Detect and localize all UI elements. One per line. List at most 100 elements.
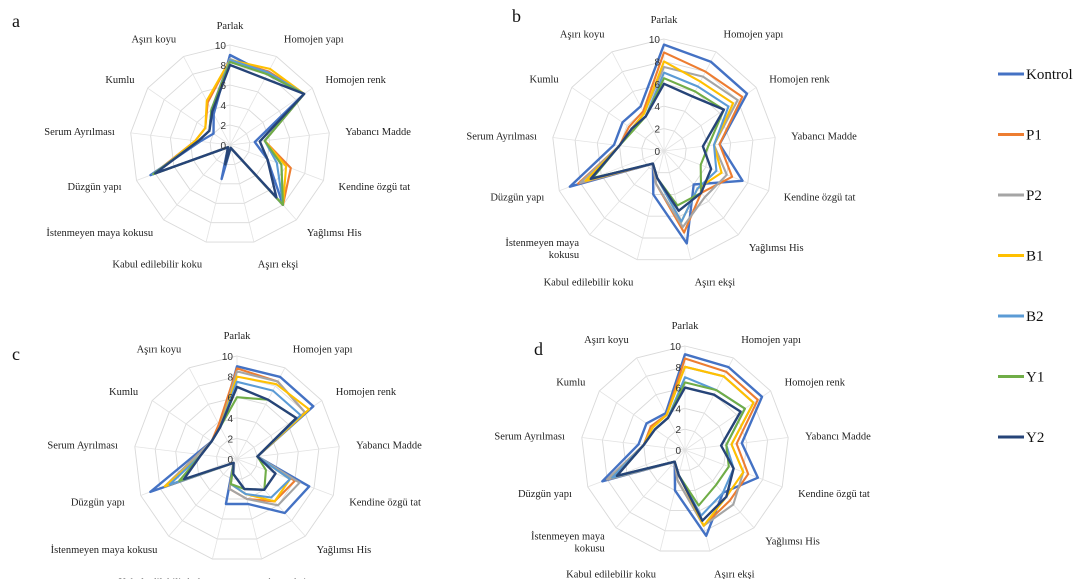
legend-label-kontrol: Kontrol — [1026, 67, 1073, 83]
axis-label: Parlak — [672, 321, 700, 332]
axis-label: Aşırı koyu — [131, 34, 176, 45]
radar-panel-d: d 0 2 4 6 8 10 Parlak Homojen yapı Homojen renk Ya… — [494, 321, 871, 579]
tick-label: 2 — [220, 121, 226, 132]
axis-label: Kumlu — [556, 377, 586, 388]
tick-label: 8 — [220, 61, 226, 72]
axis-label: Kumlu — [109, 387, 139, 398]
grid-spoke — [236, 446, 340, 460]
radar-panel-b: b 0 2 4 6 8 10 Parlak Homojen yapı Homojen renk Ya… — [466, 6, 857, 288]
tick-label: 10 — [222, 352, 234, 363]
axis-label: Yabancı Madde — [791, 132, 857, 143]
grid-spoke — [636, 357, 686, 451]
legend-label-b2: B2 — [1026, 309, 1044, 325]
panel-label: a — [12, 11, 20, 31]
grid-ring — [130, 44, 330, 243]
grid-spoke — [134, 446, 238, 460]
axis-label: Yabancı Madde — [356, 441, 422, 452]
axis-label: Kendine özgü tat — [784, 192, 856, 203]
axis-label: Homojen renk — [326, 75, 387, 86]
axis-label: Aşırı ekşi — [695, 277, 736, 288]
grid-spoke — [130, 132, 231, 146]
grid-spoke — [236, 458, 262, 560]
legend-label-p1: P1 — [1026, 128, 1042, 144]
radar-panel-c: c 0 2 4 6 8 10 Parlak Homojen yapı Homojen renk Ya… — [12, 331, 422, 579]
series-line-y2 — [182, 385, 298, 491]
tick-label: 8 — [654, 57, 660, 68]
axis-label: Yağlımsı His — [307, 228, 362, 239]
tick-label: 0 — [220, 141, 226, 152]
grid-spoke — [552, 137, 665, 152]
tick-label: 4 — [227, 414, 233, 425]
grid-spoke — [659, 449, 686, 552]
grid-spoke — [168, 458, 238, 537]
legend: Kontrol P1 P2 B1 B2 Y1 Y2 — [998, 67, 1073, 446]
axis-label: Parlak — [217, 21, 245, 32]
grid-spoke — [229, 144, 255, 243]
series-line-kontrol — [568, 43, 749, 245]
grid-ring — [622, 387, 748, 512]
grid-spoke — [663, 51, 717, 152]
axis-label: Aşırı koyu — [137, 345, 182, 356]
series-line-y2 — [153, 63, 306, 199]
series-line-y2 — [589, 82, 726, 213]
axis-label: Kendine özgü tat — [349, 498, 421, 509]
grid-ring — [552, 38, 776, 261]
tick-label: 2 — [227, 434, 233, 445]
tick-label: 0 — [227, 455, 233, 466]
grid-ring — [134, 355, 340, 560]
tick-label: 10 — [215, 41, 227, 52]
grid-ring — [154, 376, 320, 540]
axis-label: Homojen yapı — [284, 34, 344, 45]
axis-label: Serum Ayrılması — [466, 132, 537, 143]
grid-spoke — [147, 87, 231, 146]
axis-label: Yabancı Madde — [345, 127, 411, 138]
axis-label: Kendine özgü tat — [339, 182, 411, 193]
axis-label: Düzgün yapı — [490, 192, 544, 203]
axis-label: Aşırı ekşi — [258, 260, 299, 271]
axis-label: Aşırı koyu — [560, 30, 605, 41]
axis-label: Yağlımsı His — [765, 537, 820, 548]
axis-label: İstenmeyen maya kokusu — [505, 237, 580, 261]
grid-spoke — [188, 367, 238, 460]
axis-label: Kabul edilebilir koku — [566, 570, 657, 579]
axis-label: Kabul edilebilir koku — [118, 578, 209, 579]
tick-label: 8 — [227, 373, 233, 384]
axis-label: İstenmeyen maya kokusu — [531, 531, 606, 555]
tick-label: 0 — [675, 446, 681, 457]
grid-ring — [663, 428, 707, 471]
axis-label: Homojen yapı — [724, 30, 784, 41]
panel-label: d — [534, 339, 543, 359]
axis-label: Homojen renk — [336, 387, 397, 398]
axis-label: Kendine özgü tat — [798, 489, 870, 500]
tick-label: 8 — [675, 363, 681, 374]
axis-label: Homojen renk — [769, 74, 830, 85]
axis-label: Düzgün yapı — [68, 182, 122, 193]
legend-label-y1: Y1 — [1026, 370, 1044, 386]
radar-panel-a: a 0 2 4 6 8 10 Parlak Homojen yapı Homojen renk Ya… — [12, 11, 411, 271]
axis-label: Düzgün yapı — [71, 498, 125, 509]
tick-label: 2 — [675, 425, 681, 436]
axis-label: İstenmeyen maya kokusu — [46, 227, 153, 239]
grid-spoke — [684, 449, 755, 529]
legend-label-p2: P2 — [1026, 188, 1042, 204]
panel-label: b — [512, 6, 521, 26]
tick-label: 6 — [227, 393, 233, 404]
tick-label: 4 — [654, 102, 660, 113]
axis-label: Aşırı ekşi — [714, 570, 755, 579]
radar-grid — [130, 44, 330, 243]
grid-spoke — [684, 357, 734, 451]
axis-label: Kabul edilebilir koku — [544, 277, 635, 288]
grid-ring — [641, 128, 687, 174]
tick-label: 10 — [649, 35, 661, 46]
grid-spoke — [571, 87, 665, 152]
grid-ring — [150, 64, 310, 224]
grid-spoke — [581, 437, 686, 451]
grid-ring — [189, 104, 271, 185]
series-line-y2 — [615, 386, 742, 522]
tick-label: 4 — [675, 404, 681, 415]
grid-spoke — [151, 400, 238, 460]
axis-label: Kabul edilebilir koku — [112, 260, 203, 271]
axis-label: Homojen yapı — [293, 345, 353, 356]
legend-label-y2: Y2 — [1026, 430, 1044, 446]
